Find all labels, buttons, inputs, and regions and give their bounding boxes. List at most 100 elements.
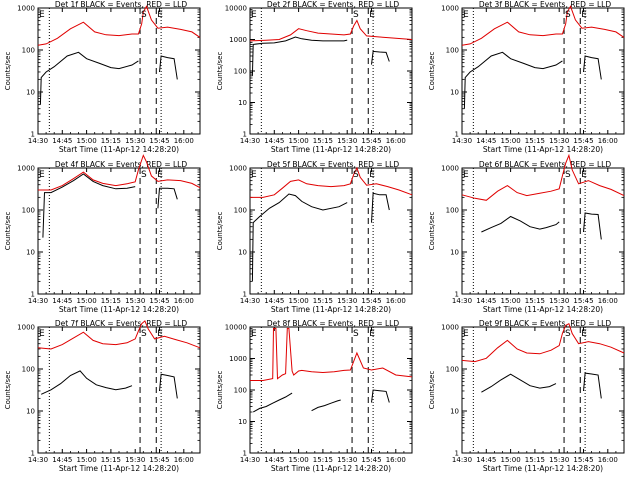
y-tick-label: 1 xyxy=(31,450,35,458)
x-tick-label: 15:00 xyxy=(501,137,521,145)
x-tick-label: 15:00 xyxy=(289,297,309,305)
x-tick-label: 15:45 xyxy=(573,297,593,305)
chart-title: Det 6f BLACK = Events, RED = LLD xyxy=(479,160,612,169)
x-tick-label: 14:30 xyxy=(452,456,472,464)
x-tick-label: 14:30 xyxy=(28,137,48,145)
marker-e-left: E xyxy=(463,10,469,20)
y-tick-label: 100 xyxy=(22,366,35,374)
x-tick-label: 14:45 xyxy=(476,456,496,464)
y-axis-label: Counts/sec xyxy=(428,212,436,251)
y-tick-label: 10 xyxy=(26,249,35,257)
series-line-events xyxy=(251,193,348,282)
x-axis-label: Start Time (11-Apr-12 14:28:20) xyxy=(271,145,391,154)
series-line-events xyxy=(42,173,136,238)
x-tick-label: 16:00 xyxy=(386,456,406,464)
x-axis-label: Start Time (11-Apr-12 14:28:20) xyxy=(483,305,603,314)
x-tick-label: 15:15 xyxy=(101,456,121,464)
y-tick-label: 1000 xyxy=(229,36,247,44)
x-tick-label: 14:30 xyxy=(240,297,260,305)
x-tick-label: 16:00 xyxy=(598,137,618,145)
marker-e: E xyxy=(369,170,375,180)
y-tick-label: 1000 xyxy=(441,5,459,13)
x-tick-label: 15:00 xyxy=(289,137,309,145)
y-tick-label: 1 xyxy=(31,291,35,299)
y-tick-label: 1000 xyxy=(229,165,247,173)
series-line-events xyxy=(463,51,563,109)
chart-panel-5: Det 5f BLACK = Events, RED = LLD Counts/s… xyxy=(216,160,413,314)
marker-e: E xyxy=(581,170,587,180)
series-line-lld xyxy=(37,320,201,350)
x-tick-label: 15:15 xyxy=(313,456,333,464)
chart-panel-9: Det 9f BLACK = Events, RED = LLD Counts/s… xyxy=(428,319,625,473)
marker-e-left: E xyxy=(251,329,257,339)
chart-title: Det 4f BLACK = Events, RED = LLD xyxy=(55,160,188,169)
chart-title: Det 1f BLACK = Events, RED = LLD xyxy=(55,0,188,9)
chart-title: Det 8f BLACK = Events, RED = LLD xyxy=(267,319,400,328)
x-tick-label: 15:45 xyxy=(361,137,381,145)
x-axis-label: Start Time (11-Apr-12 14:28:20) xyxy=(59,305,179,314)
y-tick-label: 100 xyxy=(446,207,459,215)
y-axis-label: Counts/sec xyxy=(428,52,436,91)
x-tick-label: 16:00 xyxy=(598,456,618,464)
y-tick-label: 1 xyxy=(243,291,247,299)
x-tick-label: 15:45 xyxy=(149,297,169,305)
x-tick-label: 15:30 xyxy=(337,297,357,305)
marker-s: S xyxy=(565,170,571,180)
x-tick-label: 15:30 xyxy=(549,456,569,464)
y-axis-label: Counts/sec xyxy=(4,52,12,91)
x-tick-label: 14:45 xyxy=(52,297,72,305)
x-tick-label: 16:00 xyxy=(174,137,194,145)
x-tick-label: 15:00 xyxy=(77,137,97,145)
marker-e-left: E xyxy=(251,10,257,20)
chart-title: Det 7f BLACK = Events, RED = LLD xyxy=(55,319,188,328)
x-tick-label: 15:15 xyxy=(525,456,545,464)
x-tick-label: 15:45 xyxy=(149,456,169,464)
series-line-events xyxy=(583,372,602,399)
x-axis-label: Start Time (11-Apr-12 14:28:20) xyxy=(271,464,391,473)
series-line-events xyxy=(371,50,390,65)
x-tick-label: 15:45 xyxy=(361,297,381,305)
series-line-events xyxy=(583,55,602,80)
plot-frame xyxy=(461,167,625,295)
chart-panel-1: Det 1f BLACK = Events, RED = LLD Counts/s… xyxy=(4,0,201,154)
marker-s: S xyxy=(141,10,147,20)
y-tick-label: 1 xyxy=(243,131,247,139)
x-tick-label: 14:45 xyxy=(52,137,72,145)
x-tick-label: 15:30 xyxy=(337,456,357,464)
x-tick-label: 15:45 xyxy=(361,456,381,464)
marker-e-left: E xyxy=(39,10,45,20)
marker-e: E xyxy=(157,10,163,20)
x-tick-label: 15:30 xyxy=(125,137,145,145)
y-tick-label: 10000 xyxy=(225,5,247,13)
marker-e: E xyxy=(581,10,587,20)
x-axis-label: Start Time (11-Apr-12 14:28:20) xyxy=(483,464,603,473)
series-line-lld xyxy=(461,153,625,201)
y-tick-label: 10 xyxy=(26,89,35,97)
x-tick-label: 15:15 xyxy=(101,297,121,305)
chart-title: Det 2f BLACK = Events, RED = LLD xyxy=(267,0,400,9)
x-tick-label: 16:00 xyxy=(386,137,406,145)
y-axis-label: Counts/sec xyxy=(216,371,224,410)
y-tick-label: 1000 xyxy=(17,324,35,332)
x-tick-label: 14:45 xyxy=(264,137,284,145)
y-tick-label: 1000 xyxy=(17,5,35,13)
plot-frame xyxy=(249,326,413,454)
marker-s: S xyxy=(141,170,147,180)
x-tick-label: 14:30 xyxy=(28,456,48,464)
marker-e: E xyxy=(157,329,163,339)
series-line-events xyxy=(251,36,348,76)
y-tick-label: 1 xyxy=(455,291,459,299)
marker-e-left: E xyxy=(463,329,469,339)
y-tick-label: 100 xyxy=(234,68,247,76)
series-line-lld xyxy=(250,327,413,381)
chart-panel-2: Det 2f BLACK = Events, RED = LLD Counts/s… xyxy=(216,0,413,154)
x-axis-label: Start Time (11-Apr-12 14:28:20) xyxy=(59,145,179,154)
marker-s: S xyxy=(565,329,571,339)
x-tick-label: 15:15 xyxy=(313,137,333,145)
y-tick-label: 100 xyxy=(234,387,247,395)
x-tick-label: 16:00 xyxy=(386,297,406,305)
y-tick-label: 10 xyxy=(238,418,247,426)
x-tick-label: 14:45 xyxy=(264,297,284,305)
marker-s: S xyxy=(565,10,571,20)
